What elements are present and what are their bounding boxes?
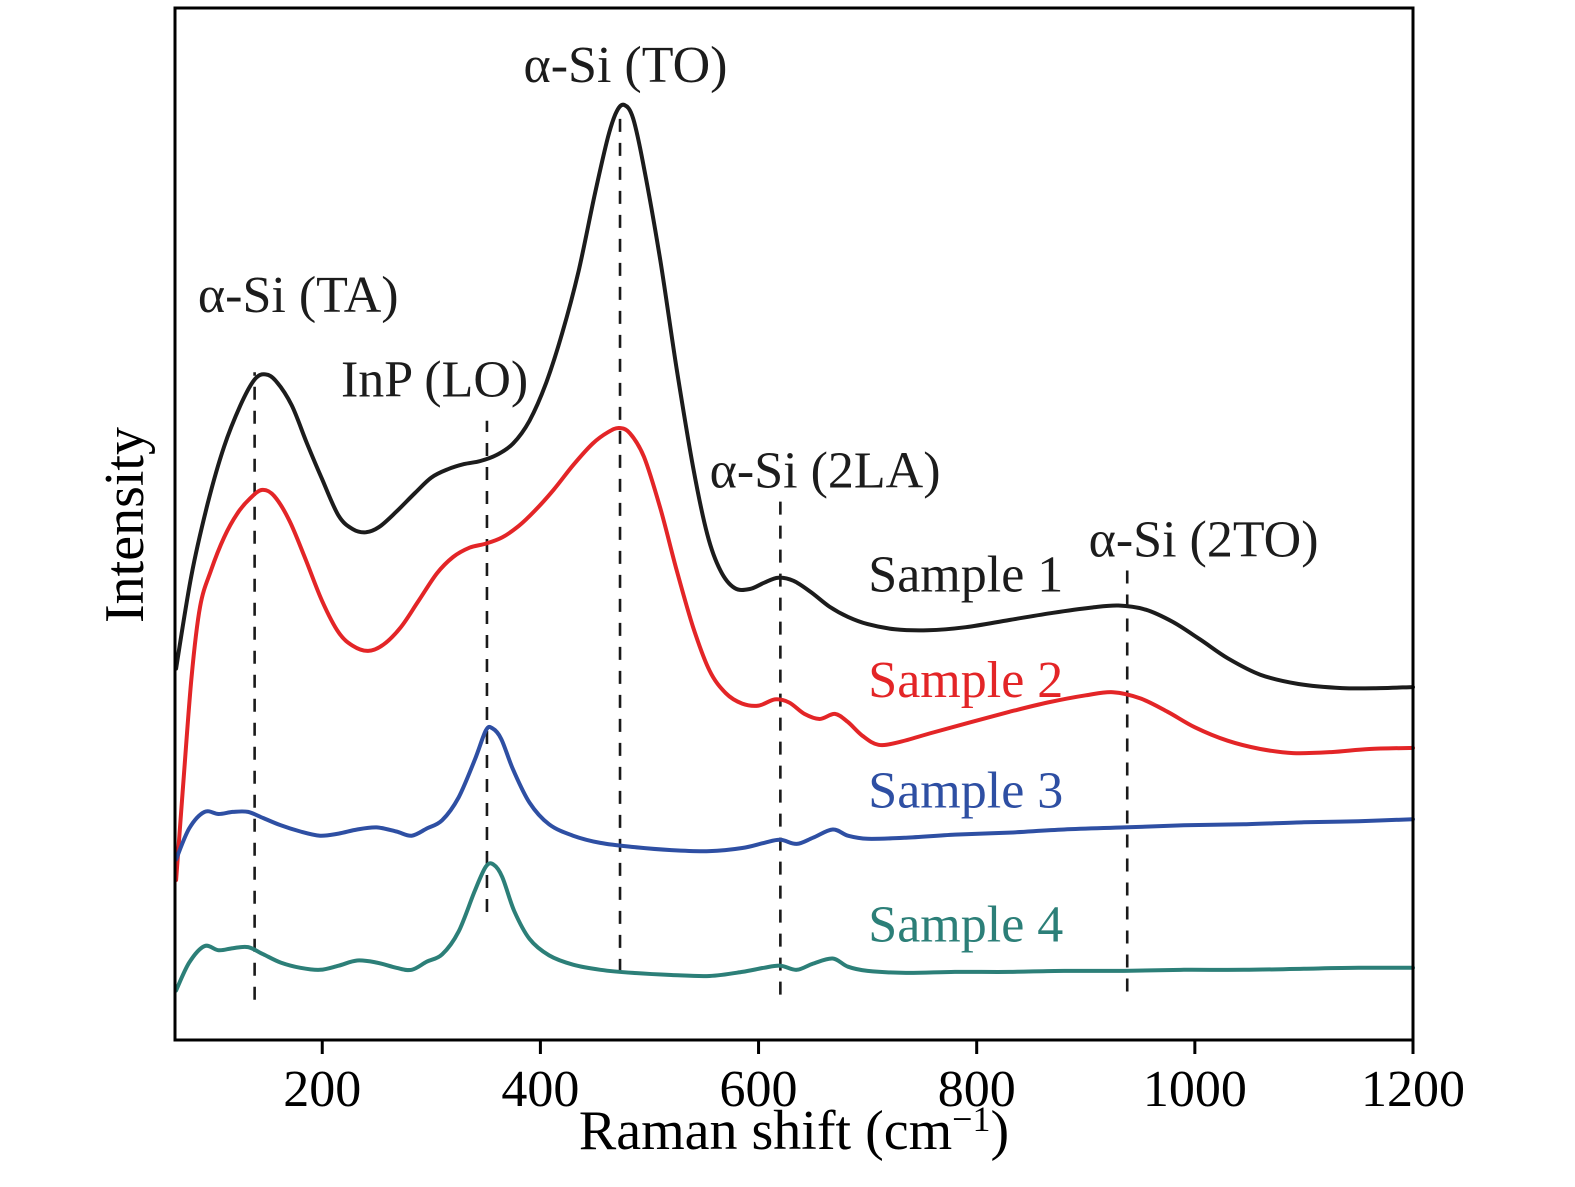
x-tick-label: 1200 bbox=[1361, 1061, 1465, 1118]
annotation-label-sample-2: Sample 2 bbox=[868, 652, 1063, 709]
x-axis-title-superscript: −1 bbox=[952, 1099, 991, 1139]
x-tick-label: 400 bbox=[501, 1061, 579, 1118]
annotation-peak-a-si-2la: α-Si (2LA) bbox=[710, 442, 941, 499]
annotation-peak-a-si-ta: α-Si (TA) bbox=[198, 267, 399, 324]
annotation-peak-inp-lo: InP (LO) bbox=[341, 352, 528, 409]
annotation-label-sample-3: Sample 3 bbox=[868, 762, 1063, 819]
x-tick-label: 800 bbox=[938, 1061, 1016, 1118]
y-axis-title: Intensity bbox=[94, 427, 156, 623]
series-line-sample-1 bbox=[174, 102, 1415, 691]
x-tick-label: 600 bbox=[720, 1061, 798, 1118]
x-axis-title-close: ) bbox=[990, 1100, 1010, 1162]
plot-border bbox=[173, 6, 1415, 1042]
x-axis-title: Raman shift (cm−1) bbox=[175, 1098, 1413, 1163]
annotation-peak-a-si-2to: α-Si (2TO) bbox=[1089, 512, 1319, 569]
x-tick-label: 1000 bbox=[1143, 1061, 1247, 1118]
x-axis-title-main: Raman shift (cm bbox=[578, 1100, 953, 1162]
annotation-label-sample-4: Sample 4 bbox=[868, 897, 1063, 954]
series-line-sample-2 bbox=[174, 426, 1415, 882]
x-tick-label: 200 bbox=[283, 1061, 361, 1118]
annotation-label-sample-1: Sample 1 bbox=[868, 547, 1063, 604]
series-line-sample-4 bbox=[174, 861, 1415, 993]
series-line-sample-3 bbox=[174, 724, 1415, 862]
annotation-peak-a-si-to: α-Si (TO) bbox=[524, 37, 728, 94]
